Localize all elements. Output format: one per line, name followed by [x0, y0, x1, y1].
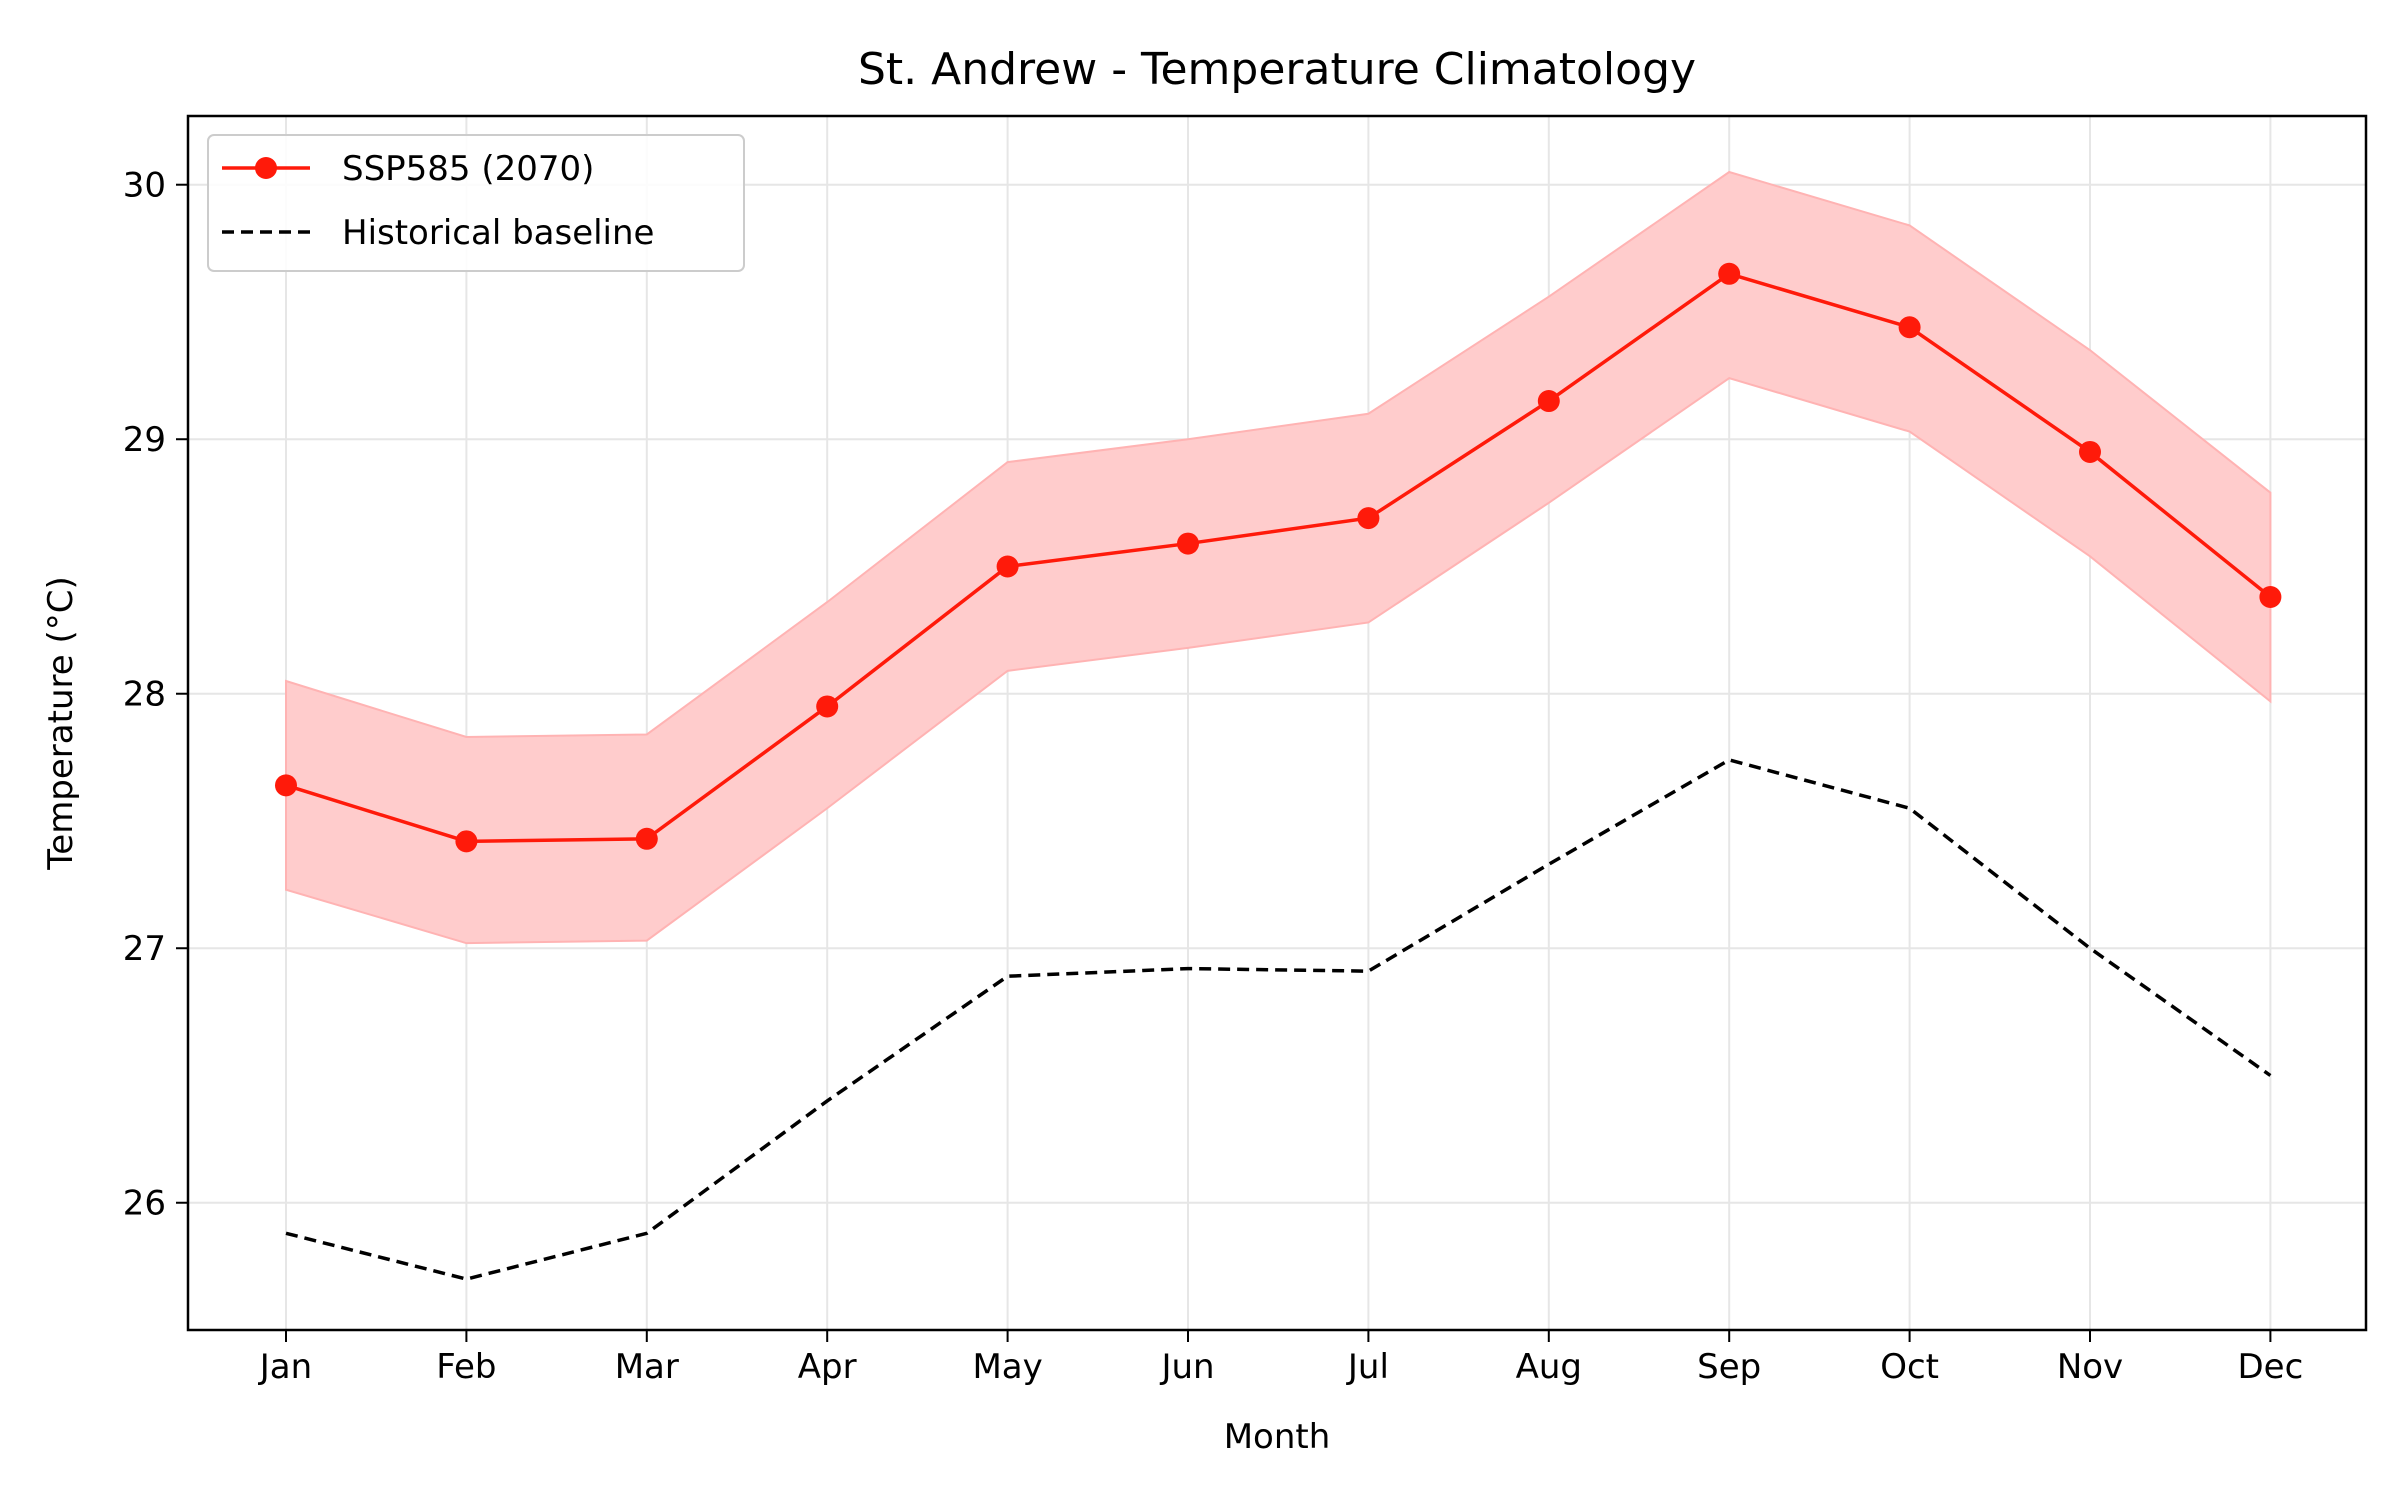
x-tick-label: Mar — [615, 1347, 679, 1387]
ssp585-point — [275, 774, 297, 797]
chart-title: St. Andrew - Temperature Climatology — [858, 44, 1696, 95]
x-tick-label: Oct — [1880, 1347, 1939, 1387]
x-tick-label: Sep — [1697, 1347, 1761, 1387]
historical-baseline-line — [285, 758, 2272, 1281]
ssp585-point — [455, 830, 478, 853]
y-tick-label: 28 — [123, 675, 166, 715]
legend: SSP585 (2070) Historical baseline — [207, 134, 745, 272]
x-tick-label: Jul — [1346, 1347, 1389, 1387]
x-tick-label: Dec — [2238, 1347, 2304, 1387]
x-tick-label: Nov — [2057, 1347, 2123, 1387]
x-tick-label: Apr — [798, 1347, 857, 1387]
x-axis-label: Month — [1224, 1417, 1331, 1457]
y-tick-label: 30 — [123, 166, 166, 206]
legend-label-historical: Historical baseline — [342, 213, 654, 253]
ssp585-point — [1177, 532, 1199, 555]
x-tick-label: Feb — [436, 1347, 496, 1387]
ssp585-line — [285, 271, 2272, 844]
ssp585-point — [1537, 390, 1560, 413]
ssp585-point — [1898, 316, 1921, 339]
ssp585-point — [1718, 262, 1741, 285]
legend-label-ssp585: SSP585 (2070) — [342, 149, 594, 189]
ssp585-point — [1357, 507, 1380, 530]
series-lines — [275, 262, 2282, 1281]
x-tick-label: May — [972, 1347, 1042, 1387]
x-tick-label: Aug — [1516, 1347, 1582, 1387]
ssp585-point — [996, 555, 1019, 578]
ssp585-point — [2079, 440, 2101, 463]
x-axis-ticks: Jan Feb Mar Apr May Jun Jul Aug Sep Oct Nov Dec — [258, 1330, 2304, 1387]
ssp585-point — [2259, 586, 2282, 609]
x-tick-label: Jun — [1159, 1347, 1214, 1387]
ssp585-range-band — [285, 170, 2272, 945]
x-tick-label: Jan — [258, 1347, 312, 1387]
y-axis-label: Temperature (°C) — [41, 576, 81, 870]
y-tick-label: 29 — [123, 420, 166, 460]
ssp585-point — [816, 695, 839, 718]
uncertainty-band — [285, 170, 2272, 945]
grid — [188, 116, 2366, 1330]
ssp585-point — [635, 827, 658, 850]
y-axis-ticks: 26 27 28 29 30 — [123, 166, 188, 1224]
legend-box — [207, 134, 745, 272]
legend-marker-ssp585 — [255, 157, 277, 179]
plot-frame — [186, 114, 2368, 1332]
y-tick-label: 26 — [123, 1184, 166, 1224]
y-tick-label: 27 — [123, 929, 166, 969]
